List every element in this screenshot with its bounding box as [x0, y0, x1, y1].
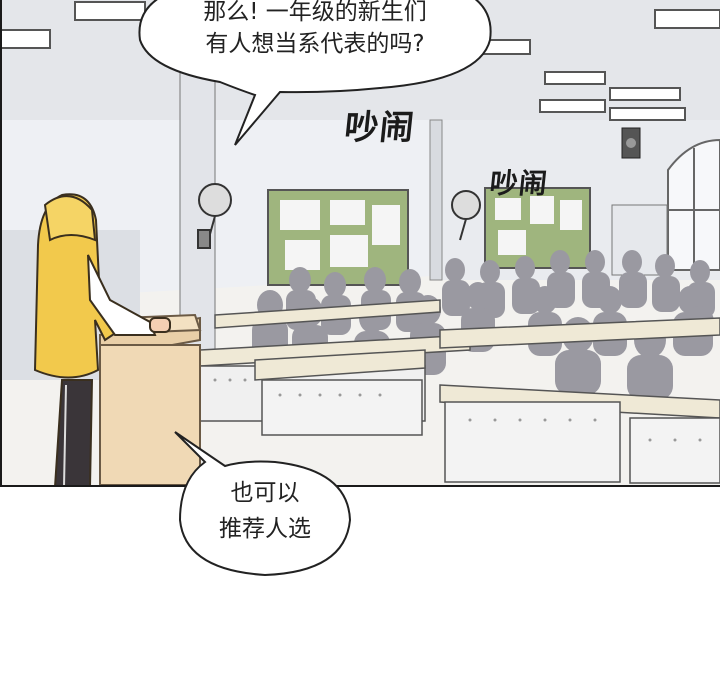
comic-panel: 那么! 一年级的新生们 有人想当系代表的吗? 吵闹 吵闹: [0, 0, 720, 487]
wall-fan-left: [197, 183, 232, 249]
speech-bubble-top: 那么! 一年级的新生们 有人想当系代表的吗?: [160, 0, 470, 60]
desks: [199, 299, 720, 484]
speech-line-3: 也可以: [230, 480, 300, 506]
bulletin-board-right: [484, 187, 591, 269]
speech-line-4: 推荐人选: [219, 515, 311, 542]
speech-bubble-bottom: 也可以 推荐人选: [190, 476, 340, 547]
speech-line-2: 有人想当系代表的吗?: [205, 31, 425, 58]
speech-line-1: 那么! 一年级的新生们: [203, 0, 427, 25]
wall-fan-right: [451, 190, 481, 241]
ceiling-lights: [0, 1, 720, 121]
presenter: [33, 193, 171, 487]
podium: [99, 313, 202, 486]
speech-bubble-top-shape: [138, 0, 492, 146]
bulletin-board-left: [267, 189, 409, 286]
